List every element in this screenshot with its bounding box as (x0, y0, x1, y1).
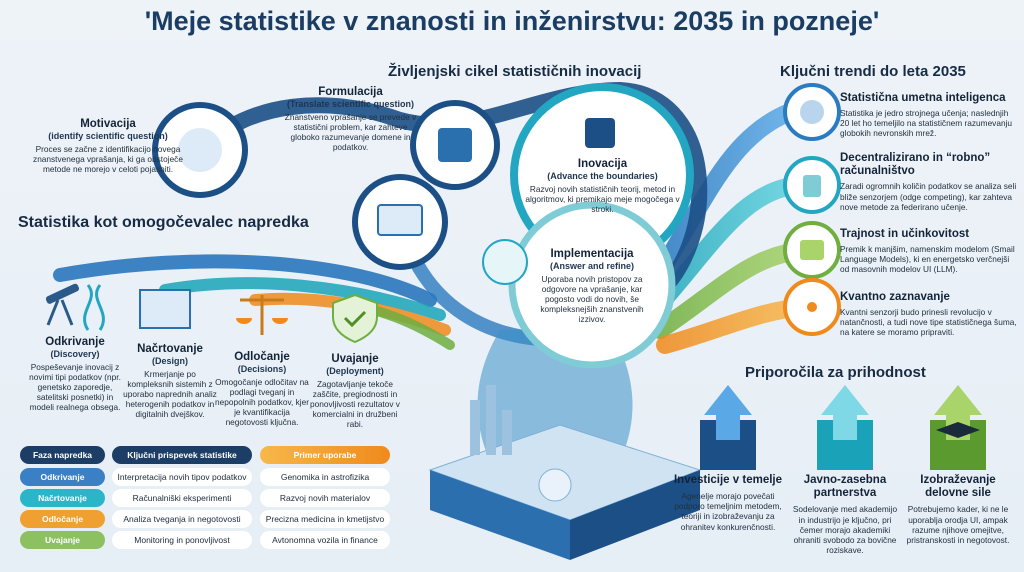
page-title: 'Meje statistike v znanosti in inženirst… (144, 6, 880, 36)
lifecycle-stage: Motivacija (identify scientific question)… (28, 118, 188, 174)
lifecycle-stage: Formulacija (Translate scientific questio… (278, 86, 423, 152)
trend-item: Statistična umetna inteligenca Statistika… (840, 92, 1018, 139)
trend-name: Decentralizirano in “robno” računalništv… (840, 152, 991, 178)
table-cell: Analiza tveganja in negotovosti (112, 510, 252, 528)
phase-text: Omogočanje odločitav na podlagi tveganj … (215, 377, 309, 428)
enabler-phase: Odkrivanje (Discovery) Pospeševanje inovac… (27, 336, 123, 413)
table-row-label: Načrtovanje (20, 489, 105, 507)
lifecycle-stage: Implementacija (Answer and refine) Uporaba… (532, 248, 652, 325)
phase-text: Zagotavljanje tekoče zaščite, pregiodnos… (310, 379, 400, 430)
table-cell: Precizna medicina in kmetijstvo (260, 510, 390, 528)
trend-text: Premik k manjšim, namenskim modelom (Sma… (840, 244, 1015, 275)
table-header-cell: Faza napredka (20, 446, 105, 464)
stage-text: Uporaba novih pristopov za odgovore na v… (540, 274, 644, 325)
stage-subtitle: (Advance the boundaries) (547, 171, 658, 182)
stage-name: Formulacija (318, 86, 383, 98)
phase-name: Odločanje (234, 351, 290, 363)
trend-text: Statistika je jedro strojnega učenja; na… (840, 108, 1013, 139)
trend-text: Zaradi ogromnih količin podatkov se anal… (840, 181, 1017, 212)
table-cell: Genomika in astrofizika (260, 468, 390, 486)
stage-text: Razvoj novih statističnih teorij, metod … (525, 184, 680, 215)
trend-item: Kvantno zaznavanje Kvantni senzorji budo … (840, 291, 1018, 338)
phase-text: Krmerjanje po kompleksnih sistemih z upo… (123, 369, 217, 420)
trend-name: Statistična umetna inteligenca (840, 92, 1006, 104)
recommendation-name: Izobraževanje delovne sile (920, 474, 996, 500)
phase-name: Načrtovanje (137, 343, 203, 355)
trend-name: Trajnost in učinkovitost (840, 228, 970, 240)
phase-subtitle: (Discovery) (50, 349, 100, 360)
phase-name: Odkrivanje (45, 336, 105, 348)
trend-item: Decentralizirano in “robno” računalništv… (840, 152, 1018, 212)
table-row-label: Odkrivanje (20, 468, 105, 486)
lifecycle-heading: Življenjski cikel statističnih inovacij (388, 63, 642, 80)
table-cell: Interpretacija novih tipov podatkov (112, 468, 252, 486)
recommendation: Izobraževanje delovne sile Potrebujemo ka… (902, 474, 1014, 545)
enabler-phase: Načrtovanje (Design) Krmerjanje po komplek… (122, 343, 218, 420)
enablers-heading: Statistika kot omogočevalec napredka (18, 214, 309, 231)
table-header-cell: Ključni prispevek statistike (112, 446, 252, 464)
recommendation-text: Agenelje morajo povečati podporo temeljn… (674, 491, 782, 532)
stage-text: Znanstveno vprašanje se prevede v statis… (284, 112, 417, 153)
stage-text: Proces se začne z identifikacijo novega … (33, 144, 183, 175)
phase-subtitle: (Design) (152, 356, 188, 367)
recommendation-name: Investicije v temelje (673, 474, 783, 486)
table-header-cell: Primer uporabe (260, 446, 390, 464)
stage-name: Implementacija (550, 248, 634, 260)
table-row-label: Odločanje (20, 510, 105, 528)
recommendation: Investicije v temelje Agenelje morajo pov… (672, 474, 784, 532)
recommendation: Javno-zasebna partnerstva Sodelovanje med… (789, 474, 901, 555)
stage-name: Inovacija (577, 158, 628, 170)
table-cell: Razvoj novih materialov (260, 489, 390, 507)
lifecycle-stage: Inovacija (Advance the boundaries) Razvoj … (520, 158, 685, 214)
stage-name: Motivacija (80, 118, 136, 130)
trends-heading: Ključni trendi do leta 2035 (780, 63, 966, 80)
recommendation-text: Sodelovanje med akademijo in industrijo … (792, 504, 898, 555)
recommendation-name: Javno-zasebna partnerstva (803, 474, 887, 500)
phase-subtitle: (Decisions) (237, 364, 287, 375)
trend-item: Trajnost in učinkovitost Premik k manjšim… (840, 228, 1018, 275)
phase-subtitle: (Deployment) (326, 366, 384, 377)
stage-subtitle: (identify scientific question) (48, 131, 168, 142)
phase-name: Uvajanje (331, 353, 379, 365)
stage-subtitle: (Answer and refine) (549, 261, 634, 272)
table-cell: Računalniški eksperimenti (112, 489, 252, 507)
phase-table: Faza napredka Ključni prispevek statistik… (20, 446, 390, 551)
recommendations-heading: Priporočila za prihodnost (745, 364, 926, 381)
stage-subtitle: (Translate scientific question) (286, 99, 415, 110)
enabler-phase: Odločanje (Decisions) Omogočanje odločitav… (214, 351, 310, 428)
phase-text: Pospeševanje inovacij z novimi tipi poda… (29, 362, 121, 413)
table-cell: Monitoring in ponovljivost (112, 531, 252, 549)
trend-name: Kvantno zaznavanje (840, 291, 950, 303)
recommendation-text: Potrebujemo kader, ki ne le uporablja or… (906, 504, 1010, 545)
enabler-phase: Uvajanje (Deployment) Zagotavljanje tekoče… (307, 353, 403, 430)
table-row-label: Uvajanje (20, 531, 105, 549)
trend-text: Kvantni senzorji budo prinesli revolucij… (840, 307, 1017, 338)
table-cell: Avtonomna vozila in finance (260, 531, 390, 549)
